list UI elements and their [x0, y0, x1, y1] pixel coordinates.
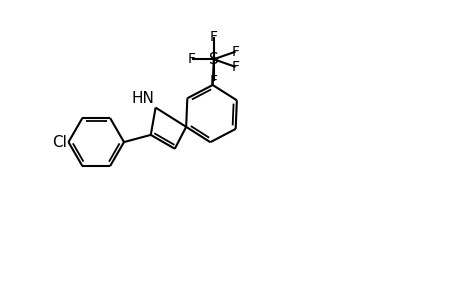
Text: F: F	[231, 45, 239, 58]
Text: Cl: Cl	[51, 135, 67, 150]
Text: F: F	[209, 74, 217, 88]
Text: F: F	[209, 31, 217, 44]
Text: F: F	[188, 52, 196, 66]
Text: HN: HN	[131, 91, 154, 106]
Text: F: F	[231, 60, 239, 74]
Text: S: S	[208, 52, 218, 67]
